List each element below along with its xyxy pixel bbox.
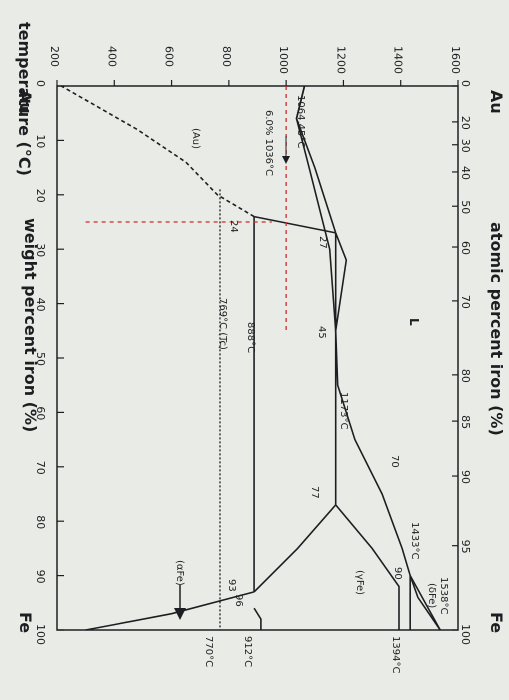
weight-tick-label: 10 <box>34 134 47 148</box>
atomic-tick-label: 60 <box>459 241 472 255</box>
boundary-gamma-right-lower <box>253 504 337 593</box>
atomic-tick-label: 20 <box>459 116 472 130</box>
temperature-tick-label: 1400 <box>392 46 405 74</box>
atomic-tick-label: 95 <box>459 540 472 554</box>
annotation-24: 24 <box>228 220 239 233</box>
boundary-au-fe-solvus <box>60 85 255 218</box>
temperature-tick-label: 1000 <box>277 46 290 74</box>
boundary-alpha-boundary <box>253 607 262 630</box>
boundary-liquid-gamma <box>334 232 348 331</box>
annotation-90: 90 <box>392 567 403 580</box>
annotation-770: 770°C <box>203 636 214 667</box>
weight-tick-label: 30 <box>34 243 47 257</box>
annotation-769-tc: 769°C (Tc) <box>217 298 228 350</box>
temperature-tick-label: 1600 <box>449 46 462 74</box>
atomic-tick-label: 80 <box>459 369 472 383</box>
annotation-1173: 1173°C <box>338 392 349 429</box>
left-element-top: Au <box>487 90 506 114</box>
left-element-bottom: Au <box>16 90 35 114</box>
atomic-axis: 0 20 30 40 50 60 70 80 85 90 95 100 <box>452 80 472 645</box>
temperature-tick-label: 400 <box>105 46 118 67</box>
weight-tick-label: 50 <box>34 352 47 366</box>
phase-label-delta-fe: (δFe) <box>426 583 437 608</box>
phase-label-alpha-fe: (αFe) <box>174 560 185 586</box>
atomic-tick-label: 50 <box>459 200 472 214</box>
annotation-1064: 1064.45°C <box>295 95 306 148</box>
boundary-solidus-au <box>295 85 337 234</box>
weight-tick-label: 100 <box>34 624 47 645</box>
annotation-70: 70 <box>389 455 400 468</box>
boundary-delta-region <box>409 575 441 631</box>
invariant-lines <box>253 216 411 630</box>
weight-tick-label: 20 <box>34 189 47 203</box>
guide-lines <box>85 86 287 630</box>
temperature-tick-label: 1200 <box>334 46 347 74</box>
plot-frame <box>56 85 459 631</box>
weight-tick-label: 90 <box>34 570 47 584</box>
annotation-1394: 1394°C <box>390 636 401 673</box>
annotation-96: 96 <box>233 594 244 607</box>
boundary-gamma-boundary-left <box>253 215 336 234</box>
weight-tick-label: 0 <box>34 80 47 87</box>
weight-tick-label: 80 <box>34 515 47 529</box>
phase-label-gamma-fe: (γFe) <box>354 570 365 595</box>
alpha-fe-arrow <box>174 585 186 620</box>
weight-axis: 0 10 20 30 40 50 60 70 80 90 100 <box>34 80 64 645</box>
annotation-27: 27 <box>317 236 328 249</box>
annotation-6-percent: 6.0% 1036°C <box>263 110 274 176</box>
temperature-axis-title: temperature (°C) <box>15 22 34 176</box>
atomic-tick-label: 30 <box>459 139 472 153</box>
temperature-axis: 200 400 600 800 1000 1200 1400 1600 <box>48 46 462 86</box>
annotation-arrow <box>282 136 290 164</box>
weight-axis-title: weight percent iron (%) <box>21 218 40 432</box>
right-element-top: Fe <box>487 612 506 633</box>
atomic-tick-label: 0 <box>459 80 472 87</box>
atomic-tick-label: 85 <box>459 415 472 429</box>
atomic-axis-title: atomic percent iron (%) <box>487 222 506 436</box>
annotation-1433: 1433°C <box>409 522 420 559</box>
temperature-tick-label: 200 <box>48 46 61 67</box>
atomic-tick-label: 70 <box>459 295 472 309</box>
weight-tick-label: 70 <box>34 461 47 475</box>
right-element-bottom: Fe <box>16 612 35 633</box>
annotation-93: 93 <box>226 579 237 592</box>
atomic-tick-label: 100 <box>459 624 472 645</box>
temperature-tick-label: 800 <box>220 46 233 67</box>
temperature-tick-label: 600 <box>163 46 176 67</box>
boundary-gamma-right-upper <box>335 504 400 630</box>
phase-label-liquid: L <box>407 318 421 326</box>
phase-label-au: (Au) <box>190 128 201 149</box>
weight-tick-label: 60 <box>34 406 47 420</box>
weight-tick-label: 40 <box>34 298 47 312</box>
annotation-1538: 1538°C <box>438 577 449 614</box>
atomic-tick-label: 40 <box>459 166 472 180</box>
annotation-45: 45 <box>316 326 327 339</box>
boundary-liquidus <box>295 85 441 631</box>
annotation-888: 888°C <box>245 322 256 353</box>
annotation-912: 912°C <box>242 636 253 667</box>
boundary-alpha-solvus <box>85 591 255 631</box>
phase-boundaries <box>60 85 441 631</box>
atomic-tick-label: 90 <box>459 470 472 484</box>
annotation-77: 77 <box>309 486 320 499</box>
